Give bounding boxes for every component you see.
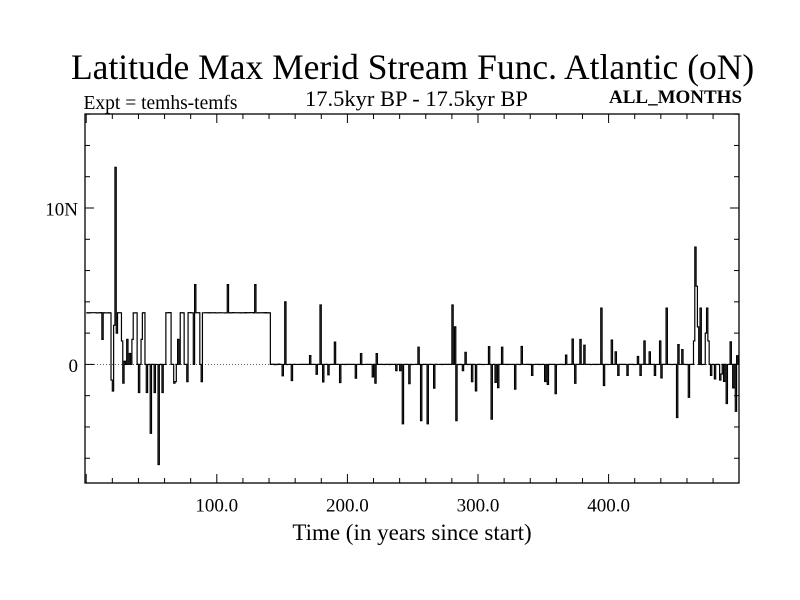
svg-text:300.0: 300.0 xyxy=(457,496,500,517)
svg-text:0: 0 xyxy=(69,356,79,377)
svg-text:400.0: 400.0 xyxy=(587,496,630,517)
svg-text:200.0: 200.0 xyxy=(326,496,369,517)
svg-text:10N: 10N xyxy=(45,200,78,221)
svg-text:100.0: 100.0 xyxy=(195,496,238,517)
